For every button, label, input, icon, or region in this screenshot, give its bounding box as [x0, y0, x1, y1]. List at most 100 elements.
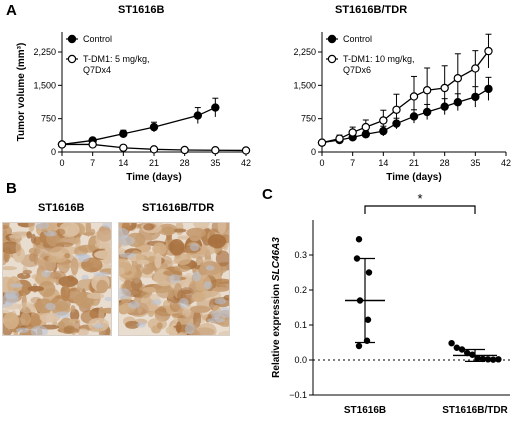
significance-marker: * [417, 191, 422, 206]
data-point [119, 143, 128, 152]
data-point [335, 134, 344, 143]
stain-blob [192, 291, 206, 303]
stroma-patch [10, 283, 24, 288]
stain-blob [38, 280, 56, 298]
stroma-patch [16, 327, 29, 333]
legend-label: T-DM1: 10 mg/kg, [343, 54, 415, 64]
stain-blob [165, 326, 177, 335]
data-point [379, 116, 388, 125]
stain-blob [15, 241, 22, 257]
legend-marker [67, 54, 77, 64]
stroma-patch [128, 301, 141, 309]
stroma-patch [151, 299, 162, 305]
stain-blob [154, 252, 162, 269]
data-point [490, 356, 497, 363]
stain-blob [63, 325, 76, 334]
stain-blob [155, 286, 176, 299]
data-point [448, 340, 455, 347]
ihc-image-st1616b [2, 222, 112, 336]
data-point [348, 128, 357, 137]
data-point [484, 46, 493, 56]
chart-title-left: ST1616B [118, 4, 165, 16]
data-point [484, 84, 493, 94]
stroma-patch [93, 323, 104, 329]
panel-letter-b: B [6, 180, 17, 197]
stain-blob [143, 223, 155, 231]
ihc-label-st1616b: ST1616B [38, 202, 85, 214]
data-point [353, 255, 361, 262]
stain-blob [174, 253, 192, 266]
data-point [471, 92, 480, 102]
stroma-patch [207, 317, 226, 323]
stain-blob [55, 242, 74, 248]
stroma-patch [219, 307, 229, 319]
panel-letter-a: A [6, 2, 17, 19]
data-point [469, 351, 476, 358]
stain-blob [177, 235, 192, 240]
stroma-patch [178, 297, 189, 309]
data-point [57, 140, 67, 149]
x-tick-label: 14 [118, 158, 128, 168]
stain-blob [3, 266, 18, 271]
stain-blob [125, 320, 140, 329]
stain-blob [20, 312, 31, 326]
data-point [193, 111, 203, 120]
y-axis-label: Tumor volume (mm³) [16, 43, 27, 142]
stroma-patch [205, 265, 215, 271]
stroma-patch [119, 288, 132, 299]
stain-blob [176, 321, 182, 334]
data-point [119, 129, 128, 138]
stain-blob [58, 276, 79, 287]
data-point [453, 344, 460, 351]
stain-blob [20, 254, 40, 268]
y-tick-label: −0.1 [289, 390, 307, 400]
legend-label: T-DM1: 5 mg/kg, [83, 54, 150, 64]
data-point [392, 105, 401, 114]
legend-label: Control [343, 34, 372, 44]
stain-blob [3, 312, 20, 330]
data-point [317, 138, 327, 147]
x-tick-label: 0 [59, 158, 64, 168]
legend-label: Q7Dx6 [343, 65, 371, 75]
legend-marker [327, 34, 337, 44]
panel-letter-c: C [262, 186, 273, 203]
stain-blob [86, 292, 105, 300]
stain-blob [77, 328, 89, 335]
stain-blob [30, 233, 37, 244]
stain-blob [217, 223, 227, 234]
stroma-patch [184, 323, 195, 335]
stain-blob [26, 231, 32, 239]
stain-blob [96, 279, 109, 294]
y-tick-label: 0.0 [294, 355, 307, 365]
tumor-volume-chart-st1616b: 0 7 14 21 28 35 42 0 750 1,500 2,250 Time (days) Tum… [16, 32, 251, 182]
y-tick-label: 1,500 [33, 80, 56, 90]
x-category-label: ST1616B [344, 405, 386, 416]
stain-blob [141, 290, 150, 299]
x-category-label: ST1616B/TDR [442, 405, 508, 416]
stroma-patch [203, 281, 213, 290]
stain-blob [96, 227, 111, 242]
legend-label: Q7Dx4 [83, 65, 111, 75]
stain-blob [196, 245, 216, 256]
stroma-patch [169, 274, 181, 284]
x-tick-label: 35 [470, 158, 480, 168]
legend-marker [327, 54, 337, 64]
x-tick-label: 14 [378, 158, 388, 168]
data-point [365, 269, 373, 276]
x-tick-label: 0 [319, 158, 324, 168]
x-tick-label: 21 [409, 158, 419, 168]
stain-blob [169, 299, 182, 312]
stain-blob [27, 285, 44, 292]
data-point [479, 355, 486, 363]
stain-blob [212, 286, 229, 292]
data-point [361, 122, 371, 132]
y-tick-label: 0.1 [294, 320, 307, 330]
stroma-patch [214, 298, 227, 305]
y-axis-label-prefix: Relative expression [271, 281, 282, 378]
stroma-patch [210, 310, 222, 320]
y-tick-label: 0.3 [294, 250, 307, 260]
stain-blob [98, 307, 111, 314]
data-point [495, 356, 502, 363]
legend-marker [67, 34, 77, 44]
stain-blob [218, 330, 229, 335]
